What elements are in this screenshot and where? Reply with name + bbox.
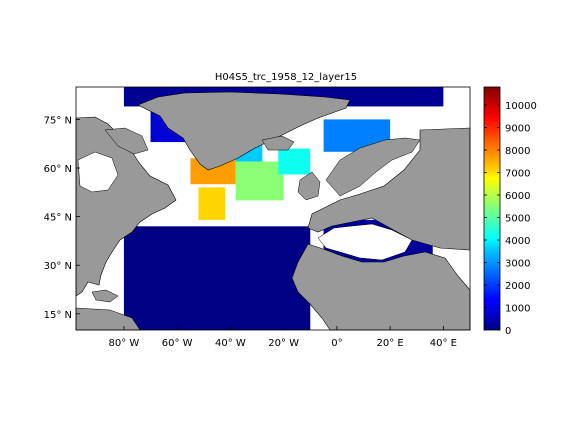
land-scandinavia: [325, 137, 421, 197]
colorbar-tick-label-10: 10000: [505, 101, 537, 112]
colorbar-scale: [483, 86, 501, 331]
x-tick-label-2: 40° W: [215, 338, 246, 349]
y-tick-label-0: 15° N: [44, 310, 72, 321]
x-tick-label-4: 0°: [331, 338, 342, 349]
mediterranean-sea: [317, 223, 413, 261]
land-iceland: [261, 135, 295, 151]
colorbar-tick-label-3: 3000: [505, 259, 530, 270]
hudson-bay: [77, 151, 119, 193]
x-tick-label-6: 40° E: [430, 338, 457, 349]
map-axes: 80° W 60° W 40° W 20° W 0° 20° E 40° E 15° N 30…: [44, 86, 471, 349]
field-region-3: [278, 148, 311, 175]
colorbar-tick-label-8: 8000: [505, 146, 530, 157]
land-british-isles: [297, 171, 321, 201]
field-region-2: [235, 161, 284, 201]
land-africa: [291, 243, 471, 331]
colorbar-ticks: 0 1000 2000 3000 4000 5000 6000 7000 8000 9000 100…: [484, 101, 537, 337]
land-caribbean: [91, 289, 119, 303]
colorbar-tick-label-0: 0: [505, 326, 511, 337]
land-eurasia: [307, 127, 471, 251]
colorbar-tick-label-9: 9000: [505, 124, 530, 135]
y-tick-label-4: 75° N: [44, 115, 72, 126]
colorbar: 0 1000 2000 3000 4000 5000 6000 7000 8000 9000 100…: [483, 86, 537, 337]
chart-title: H04S5_trc_1958_12_layer15: [215, 72, 357, 83]
y-axis-ticks: 15° N 30° N 45° N 60° N 75° N: [44, 115, 80, 321]
colorbar-tick-label-7: 7000: [505, 169, 530, 180]
y-tick-label-1: 30° N: [44, 261, 72, 272]
x-tick-label-1: 60° W: [162, 338, 193, 349]
y-tick-label-3: 60° N: [44, 164, 72, 175]
land-baffin-island: [104, 127, 149, 155]
x-tick-label-3: 20° W: [268, 338, 299, 349]
field-region-8: [123, 226, 311, 330]
colorbar-tick-label-1: 1000: [505, 304, 530, 315]
colorbar-tick-label-2: 2000: [505, 281, 530, 292]
y-tick-label-2: 45° N: [44, 213, 72, 224]
x-axis-ticks: 80° W 60° W 40° W 20° W 0° 20° E 40° E: [109, 326, 457, 349]
x-tick-label-0: 80° W: [109, 338, 140, 349]
colorbar-tick-label-6: 6000: [505, 191, 530, 202]
colorbar-tick-label-4: 4000: [505, 236, 530, 247]
land-mask: [75, 91, 471, 331]
field-region-1: [198, 187, 226, 220]
x-tick-label-5: 20° E: [377, 338, 404, 349]
colorbar-tick-label-5: 5000: [505, 214, 530, 225]
map-frame: [75, 86, 471, 331]
